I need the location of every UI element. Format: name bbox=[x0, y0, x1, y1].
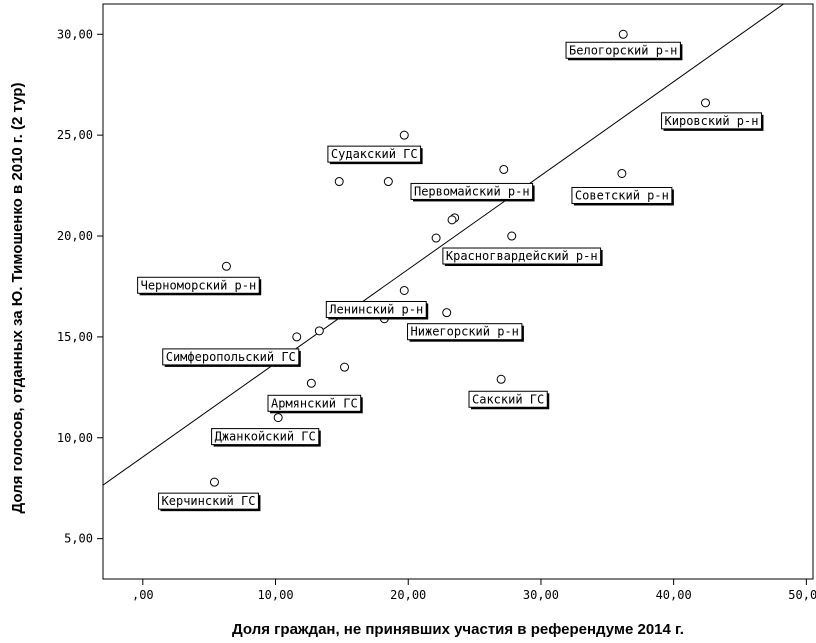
point-label: Белогорский р-н bbox=[565, 41, 683, 61]
svg-text:Первомайский р-н: Первомайский р-н bbox=[414, 184, 530, 198]
point-label: Керчинский ГС bbox=[158, 492, 261, 512]
x-tick-label: 50,00 bbox=[788, 588, 816, 602]
y-tick-label: 10,00 bbox=[57, 431, 93, 445]
data-point bbox=[442, 308, 452, 318]
point-label: Ленинский р-н bbox=[325, 300, 429, 320]
data-point bbox=[618, 29, 628, 39]
svg-text:Керчинский ГС: Керчинский ГС bbox=[162, 494, 256, 508]
data-point bbox=[399, 285, 409, 295]
y-tick-label: 20,00 bbox=[57, 229, 93, 243]
svg-text:Джанкойский ГС: Джанкойский ГС bbox=[215, 430, 316, 444]
data-point bbox=[334, 177, 344, 187]
point-label: Симферопольский ГС bbox=[162, 348, 301, 367]
y-tick-label: 25,00 bbox=[57, 128, 93, 142]
data-point bbox=[499, 164, 509, 174]
data-point bbox=[209, 477, 219, 487]
svg-text:Симферопольский ГС: Симферопольский ГС bbox=[166, 350, 296, 364]
svg-text:Ленинский р-н: Ленинский р-н bbox=[329, 302, 423, 316]
data-point bbox=[314, 326, 324, 336]
point-label: Красногвардейский р-н bbox=[442, 247, 603, 267]
point-label: Первомайский р-н bbox=[410, 182, 535, 202]
data-point bbox=[447, 215, 457, 225]
point-label: Черноморский р-н bbox=[137, 276, 262, 296]
svg-text:Белогорский р-н: Белогорский р-н bbox=[569, 43, 677, 57]
data-point bbox=[431, 233, 441, 243]
data-point bbox=[617, 168, 627, 178]
x-tick-label: 20,00 bbox=[390, 588, 426, 602]
data-point bbox=[701, 98, 711, 108]
y-tick-label: 5,00 bbox=[64, 532, 93, 546]
data-point bbox=[292, 332, 302, 342]
point-label: Армянский ГС bbox=[267, 394, 363, 414]
data-point bbox=[306, 378, 316, 388]
svg-text:Армянский ГС: Армянский ГС bbox=[271, 396, 358, 410]
x-tick-label: 30,00 bbox=[523, 588, 559, 602]
svg-text:Сакский ГС: Сакский ГС bbox=[472, 392, 544, 406]
svg-text:Красногвардейский р-н: Красногвардейский р-н bbox=[446, 249, 598, 263]
point-label: Судакский ГС bbox=[327, 145, 423, 165]
data-point bbox=[340, 362, 350, 372]
svg-text:Советский р-н: Советский р-н bbox=[575, 188, 669, 202]
x-axis-title: Доля граждан, не принявших участия в реф… bbox=[232, 621, 684, 638]
y-tick-label: 15,00 bbox=[57, 330, 93, 344]
x-tick-label: ,00 bbox=[132, 588, 154, 602]
y-axis-title: Доля голосов, отданных за Ю. Тимошенко в… bbox=[9, 82, 26, 513]
data-point bbox=[273, 413, 283, 423]
data-point bbox=[383, 177, 393, 187]
point-label: Джанкойский ГС bbox=[211, 428, 321, 447]
y-tick-label: 30,00 bbox=[57, 27, 93, 41]
data-point bbox=[399, 130, 409, 140]
svg-text:Черноморский р-н: Черноморский р-н bbox=[141, 278, 257, 292]
data-point bbox=[221, 261, 231, 271]
x-tick-label: 40,00 bbox=[656, 588, 692, 602]
x-tick-label: 10,00 bbox=[257, 588, 293, 602]
data-point bbox=[496, 374, 506, 384]
svg-text:Кировский р-н: Кировский р-н bbox=[665, 114, 759, 128]
point-label: Нижегорский р-н bbox=[407, 323, 524, 342]
svg-text:Нижегорский р-н: Нижегорский р-н bbox=[411, 325, 519, 339]
svg-text:Судакский ГС: Судакский ГС bbox=[331, 147, 418, 161]
point-label: Сакский ГС bbox=[468, 390, 550, 410]
fit-line bbox=[103, 4, 785, 486]
data-point bbox=[507, 231, 517, 241]
point-label: Кировский р-н bbox=[661, 112, 764, 131]
point-label: Советский р-н bbox=[571, 186, 674, 206]
